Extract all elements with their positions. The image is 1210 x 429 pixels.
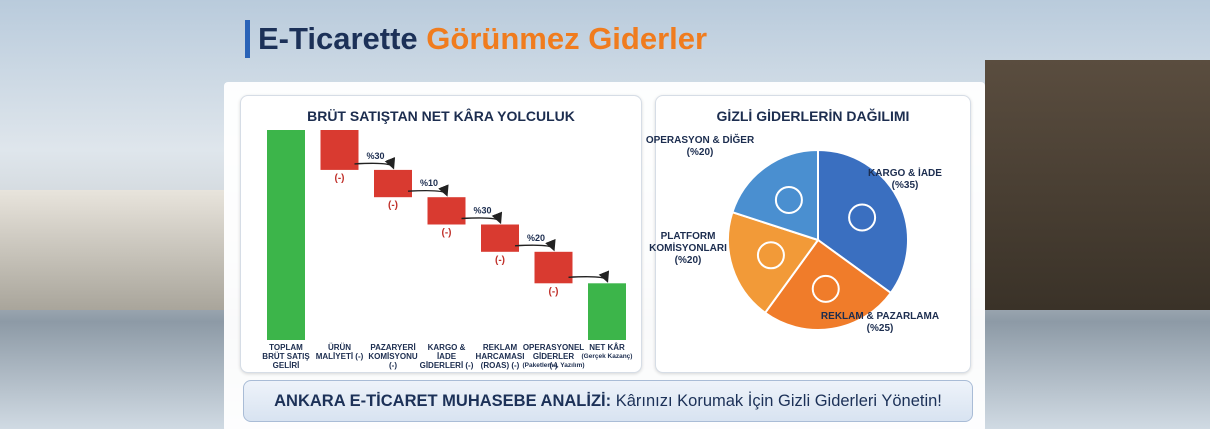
annotation: %30 <box>367 151 385 161</box>
category-note: (Gerçek Kazanç) <box>581 353 633 360</box>
pie-slice <box>817 148 909 295</box>
annotation: %20 <box>527 233 545 243</box>
step-label: (-) <box>549 286 559 297</box>
pie-slice <box>763 238 893 331</box>
arrow <box>514 238 556 252</box>
step-label: (-) <box>388 200 398 211</box>
annotation: %10 <box>420 178 438 188</box>
page-title: E-Ticarette Görünmez Giderler <box>245 20 707 58</box>
background-hill <box>985 60 1210 310</box>
pie-slice <box>731 148 819 242</box>
bar <box>267 130 305 340</box>
bar <box>320 130 359 170</box>
arrow <box>407 184 449 197</box>
step-label: (-) <box>442 228 452 239</box>
footer-text: Kârınızı Korumak İçin Gizli Giderleri Yö… <box>615 391 942 410</box>
x-tick-label: NET KÂR <box>589 343 625 352</box>
pie-label: PLATFORM KOMİSYONLARI <box>649 231 727 254</box>
x-tick-label: PAZARYERİ KOMİSYONU (-) <box>368 343 418 370</box>
pie-value-label: (%20) <box>686 147 714 158</box>
step-label: (-) <box>495 255 505 266</box>
pie-slice <box>727 210 820 315</box>
category-note: (Paketleme, Yazılım) <box>522 362 585 369</box>
x-tick-label: TOPLAM BRÜT SATIŞ GELİRİ <box>262 343 310 370</box>
background-snow <box>0 190 225 310</box>
slice-icon <box>756 241 785 270</box>
pie-label: KARGO & İADE <box>868 168 942 179</box>
x-tick-label: KARGO & İADE GİDERLERİ (-) <box>419 343 474 370</box>
footer: ANKARA E-TİCARET MUHASEBE ANALİZİ: Kârın… <box>243 380 973 422</box>
arrow <box>354 157 396 170</box>
bar <box>481 224 519 252</box>
arrow <box>461 211 503 225</box>
pie-value-label: (%35) <box>891 180 919 191</box>
step-label: (-) <box>335 173 345 184</box>
x-tick-label: ÜRÜN MALİYETİ (-) <box>315 343 364 361</box>
x-tick-label: REKLAM HARCAMASI (ROAS) (-) <box>475 343 525 370</box>
pie-label: REKLAM & PAZARLAMA <box>820 311 940 322</box>
slice-icon <box>811 274 840 303</box>
bar <box>588 283 626 340</box>
x-tick-label: OPERASYONEL GİDERLER (-) <box>522 343 585 370</box>
chart-title: GİZLİ GİDERLERİN DAĞILIMI <box>716 108 910 124</box>
pie-value-label: (%20) <box>674 255 702 266</box>
waterfall-card: BRÜT SATIŞTAN NET KÂRA YOLCULUK <box>240 95 642 373</box>
slice-icon <box>774 185 803 214</box>
bar <box>534 251 573 284</box>
title-part2: Görünmez Giderler <box>426 21 708 56</box>
pie-value-label: (%25) <box>866 323 894 334</box>
bar <box>374 169 412 198</box>
pie-label: OPERASYON & DİĞER <box>645 135 755 146</box>
title-part1: E-Ticarette <box>258 21 418 56</box>
annotation: %30 <box>474 206 492 216</box>
slice-icon <box>848 203 877 232</box>
chart-title: BRÜT SATIŞTAN NET KÂRA YOLCULUK <box>307 108 575 124</box>
bar <box>427 197 466 225</box>
arrow <box>568 270 610 283</box>
footer-bold: ANKARA E-TİCARET MUHASEBE ANALİZİ: <box>274 391 612 410</box>
